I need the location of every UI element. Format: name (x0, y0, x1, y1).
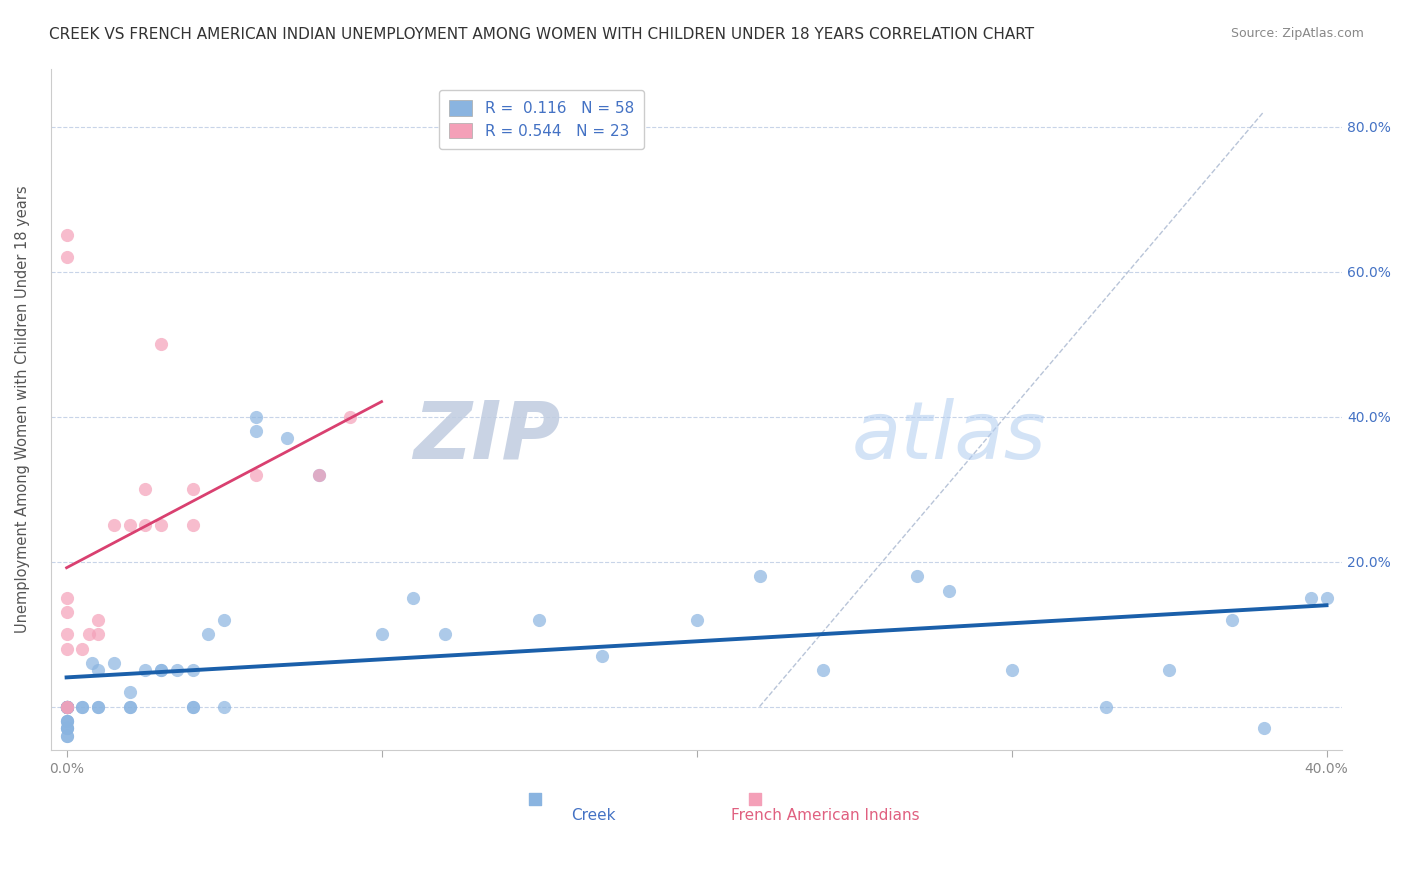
Point (77, 627, 100, 641)
Point (55, 699, 77, 714)
Point (55, 699, 77, 714)
Point (1253, 722, 1275, 736)
Point (938, 583, 960, 598)
Point (166, 664, 188, 678)
Point (72, 699, 94, 714)
Point (181, 699, 204, 714)
Point (55, 699, 77, 714)
Point (181, 699, 204, 714)
Text: Creek: Creek (571, 808, 616, 823)
Point (181, 482, 204, 496)
Point (811, 664, 834, 678)
Point (308, 467, 330, 482)
Point (55, 699, 77, 714)
Point (55, 699, 77, 714)
Legend: R =  0.116   N = 58, R = 0.544   N = 23: R = 0.116 N = 58, R = 0.544 N = 23 (439, 90, 644, 149)
Point (55, 605, 77, 619)
Point (55, 699, 77, 714)
Point (55, 591, 77, 605)
Point (181, 518, 204, 533)
Point (339, 409, 361, 424)
Point (1299, 591, 1322, 605)
Point (87, 627, 110, 641)
Point (527, 613, 550, 627)
Point (103, 656, 125, 670)
Point (87, 699, 110, 714)
Point (55, 627, 77, 641)
Point (55, 250, 77, 264)
Point (55, 722, 77, 736)
Point (80, 656, 103, 670)
Point (685, 613, 707, 627)
Point (370, 627, 392, 641)
Point (55, 714, 77, 728)
Point (905, 569, 928, 583)
Point (118, 699, 141, 714)
Point (591, 648, 613, 663)
Point (55, 699, 77, 714)
Point (212, 613, 235, 627)
Point (1095, 699, 1118, 714)
Point (402, 591, 425, 605)
Text: atlas: atlas (852, 398, 1046, 475)
Point (55, 729, 77, 743)
Point (1236, 752, 1258, 766)
Point (55, 714, 77, 728)
Point (118, 518, 141, 533)
Point (308, 467, 330, 482)
Point (72, 699, 94, 714)
Point (87, 613, 110, 627)
Point (55, 722, 77, 736)
Point (55, 699, 77, 714)
Point (55, 228, 77, 243)
Point (1157, 664, 1180, 678)
Point (87, 664, 110, 678)
Point (55, 699, 77, 714)
Point (150, 337, 173, 351)
Point (276, 431, 298, 445)
Point (197, 627, 219, 641)
Point (212, 699, 235, 714)
Point (245, 424, 267, 438)
Point (134, 518, 156, 533)
Text: ZIP: ZIP (413, 398, 561, 475)
Point (134, 664, 156, 678)
Point (55, 722, 77, 736)
Point (748, 569, 770, 583)
Point (245, 409, 267, 424)
Point (150, 518, 173, 533)
Text: CREEK VS FRENCH AMERICAN INDIAN UNEMPLOYMENT AMONG WOMEN WITH CHILDREN UNDER 18 : CREEK VS FRENCH AMERICAN INDIAN UNEMPLOY… (49, 27, 1035, 42)
Point (103, 518, 125, 533)
Point (55, 641, 77, 656)
Point (55, 714, 77, 728)
Point (433, 627, 456, 641)
Point (72, 641, 94, 656)
Point (134, 482, 156, 496)
Text: French American Indians: French American Indians (731, 808, 920, 823)
Point (150, 664, 173, 678)
Point (55, 699, 77, 714)
Point (118, 685, 141, 699)
Point (1000, 664, 1022, 678)
Y-axis label: Unemployment Among Women with Children Under 18 years: Unemployment Among Women with Children U… (15, 186, 30, 633)
Text: Source: ZipAtlas.com: Source: ZipAtlas.com (1230, 27, 1364, 40)
Point (1315, 591, 1337, 605)
Point (55, 729, 77, 743)
Point (181, 664, 204, 678)
Point (245, 467, 267, 482)
Point (150, 664, 173, 678)
Point (55, 699, 77, 714)
Point (118, 699, 141, 714)
Point (87, 699, 110, 714)
Point (1220, 613, 1243, 627)
